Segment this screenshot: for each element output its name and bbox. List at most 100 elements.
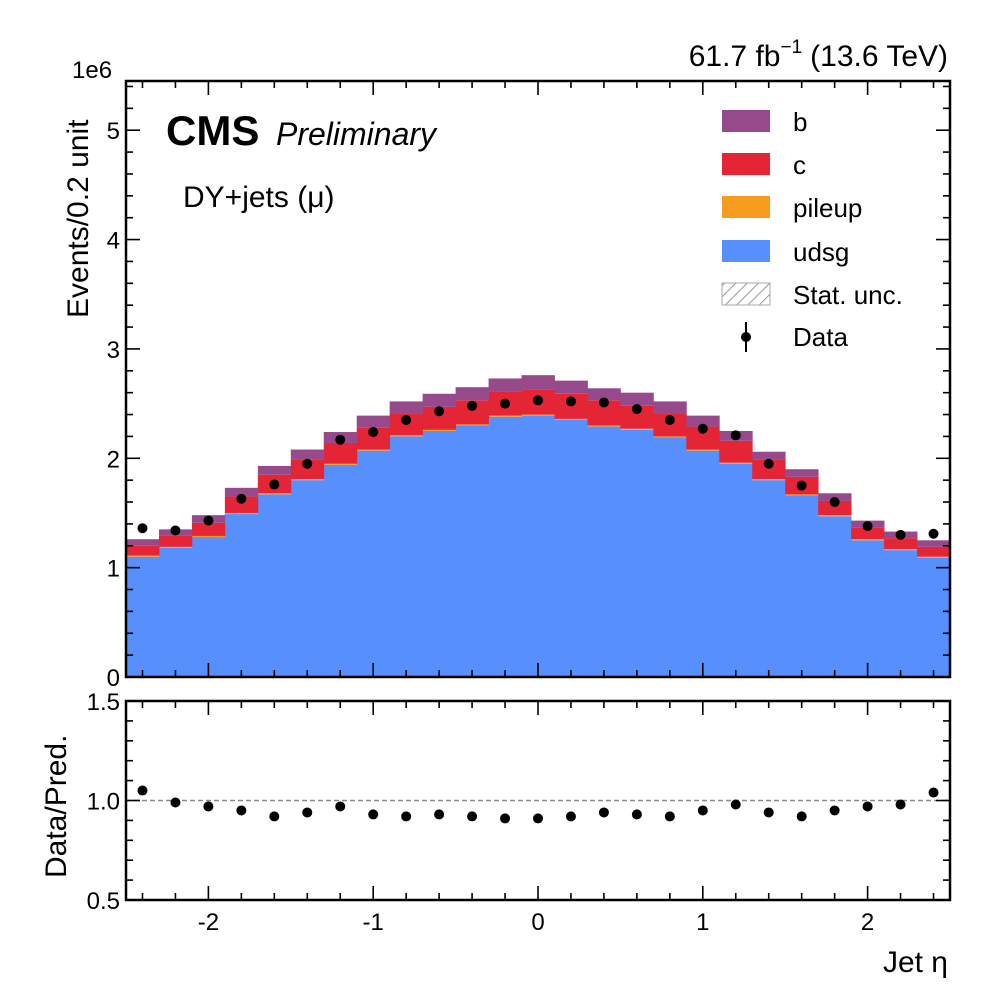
ratio-point-13: [565, 811, 576, 822]
bar-udsg-24: [917, 557, 951, 677]
bar-b-8: [389, 401, 424, 414]
legend-label-udsg: udsg: [793, 237, 849, 267]
bar-c-22: [851, 527, 885, 540]
ratio-plot-frame: [124, 699, 952, 902]
data-point-23: [895, 529, 906, 540]
ratio-point-15: [631, 809, 642, 820]
data-point-9: [434, 406, 445, 417]
ratio-point-23: [895, 799, 906, 810]
data-point-15: [631, 404, 642, 415]
ratio-point-6: [335, 801, 346, 812]
legend-swatch-pileup: [722, 196, 770, 218]
bar-b-5: [290, 449, 325, 460]
bar-pileup-14: [587, 425, 621, 427]
bar-c-2: [191, 522, 226, 536]
bar-b-13: [554, 380, 588, 394]
bar-b-15: [620, 392, 654, 406]
bar-udsg-12: [521, 415, 555, 677]
bar-pileup-15: [620, 428, 654, 430]
data-point-12: [533, 395, 543, 406]
bar-udsg-20: [785, 495, 819, 677]
bar-b-10: [455, 387, 489, 401]
legend-label-b: b: [793, 107, 807, 137]
legend-swatch-stat-unc: [721, 282, 771, 306]
ratio-point-22: [862, 801, 873, 812]
ratio-x-tick-label: -2: [198, 909, 219, 936]
main-y-tick-label: 3: [107, 337, 120, 364]
ratio-points: [137, 785, 939, 824]
bar-pileup-18: [719, 462, 753, 464]
data-point-19: [763, 458, 774, 469]
bar-b-24: [917, 540, 951, 547]
bar-udsg-18: [719, 463, 753, 677]
ratio-point-1: [170, 797, 181, 808]
ratio-point-19: [763, 807, 774, 818]
data-point-4: [269, 479, 280, 490]
bar-pileup-13: [554, 418, 588, 421]
main-y-axis-title: Events/0.2 unit: [62, 119, 95, 318]
bar-pileup-8: [389, 435, 424, 437]
legend-label-stat-unc: Stat. unc.: [793, 280, 903, 310]
bar-udsg-8: [389, 436, 424, 677]
scale-factor-label: 1e6: [72, 57, 112, 84]
bar-c-3: [224, 496, 259, 513]
cms-label: CMS: [166, 107, 259, 154]
bar-udsg-4: [257, 494, 292, 677]
bar-c-23: [884, 538, 918, 550]
ratio-point-10: [467, 811, 478, 822]
bar-pileup-1: [158, 546, 193, 548]
bar-udsg-1: [158, 547, 193, 677]
bar-udsg-21: [818, 516, 852, 677]
data-point-21: [829, 497, 840, 508]
bar-pileup-10: [455, 424, 489, 426]
bar-c-1: [158, 535, 193, 547]
bar-b-4: [257, 465, 292, 475]
bar-c-24: [917, 546, 951, 557]
bar-udsg-16: [653, 437, 687, 677]
legend-label-c: c: [793, 150, 806, 180]
bar-c-9: [422, 406, 456, 430]
data-point-24: [928, 528, 939, 539]
bar-udsg-0: [126, 556, 160, 677]
bar-pileup-2: [191, 535, 226, 538]
bar-pileup-12: [521, 414, 555, 416]
data-point-22: [862, 521, 873, 532]
data-point-3: [236, 493, 247, 504]
bar-udsg-10: [455, 425, 489, 677]
legend-swatch-b: [722, 110, 770, 132]
bar-udsg-5: [290, 480, 325, 677]
bar-pileup-5: [290, 479, 325, 481]
data-point-16: [664, 415, 675, 426]
ratio-x-tick-label: 1: [696, 909, 709, 936]
bar-pileup-22: [851, 539, 885, 541]
bar-udsg-9: [422, 430, 456, 677]
bar-b-9: [422, 393, 456, 407]
bar-b-11: [488, 378, 522, 392]
bar-c-5: [290, 459, 325, 480]
bar-udsg-15: [620, 429, 654, 677]
legend-label-data: Data: [793, 322, 848, 352]
bar-c-17: [686, 426, 720, 450]
bar-udsg-19: [752, 480, 786, 677]
main-y-tick-label: 2: [107, 446, 120, 473]
data-point-0: [137, 523, 148, 534]
ratio-point-20: [796, 811, 807, 822]
data-point-18: [730, 430, 741, 441]
ratio-point-14: [598, 807, 609, 818]
preliminary-label: Preliminary: [276, 116, 438, 152]
ratio-y-axis-title: Data/Pred.: [40, 735, 73, 878]
bar-b-19: [752, 451, 786, 460]
bar-pileup-9: [422, 429, 456, 431]
bar-pileup-4: [257, 493, 292, 495]
bar-b-0: [126, 539, 160, 546]
ratio-point-9: [434, 809, 445, 820]
data-point-1: [170, 525, 181, 536]
bar-udsg-14: [587, 426, 621, 677]
bar-udsg-17: [686, 450, 720, 677]
data-point-5: [302, 458, 313, 469]
bar-udsg-7: [356, 450, 391, 677]
main-y-tick-label: 5: [107, 118, 120, 145]
luminance-label: 61.7 fb−1 (13.6 TeV): [689, 37, 948, 73]
ratio-point-24: [928, 787, 939, 798]
